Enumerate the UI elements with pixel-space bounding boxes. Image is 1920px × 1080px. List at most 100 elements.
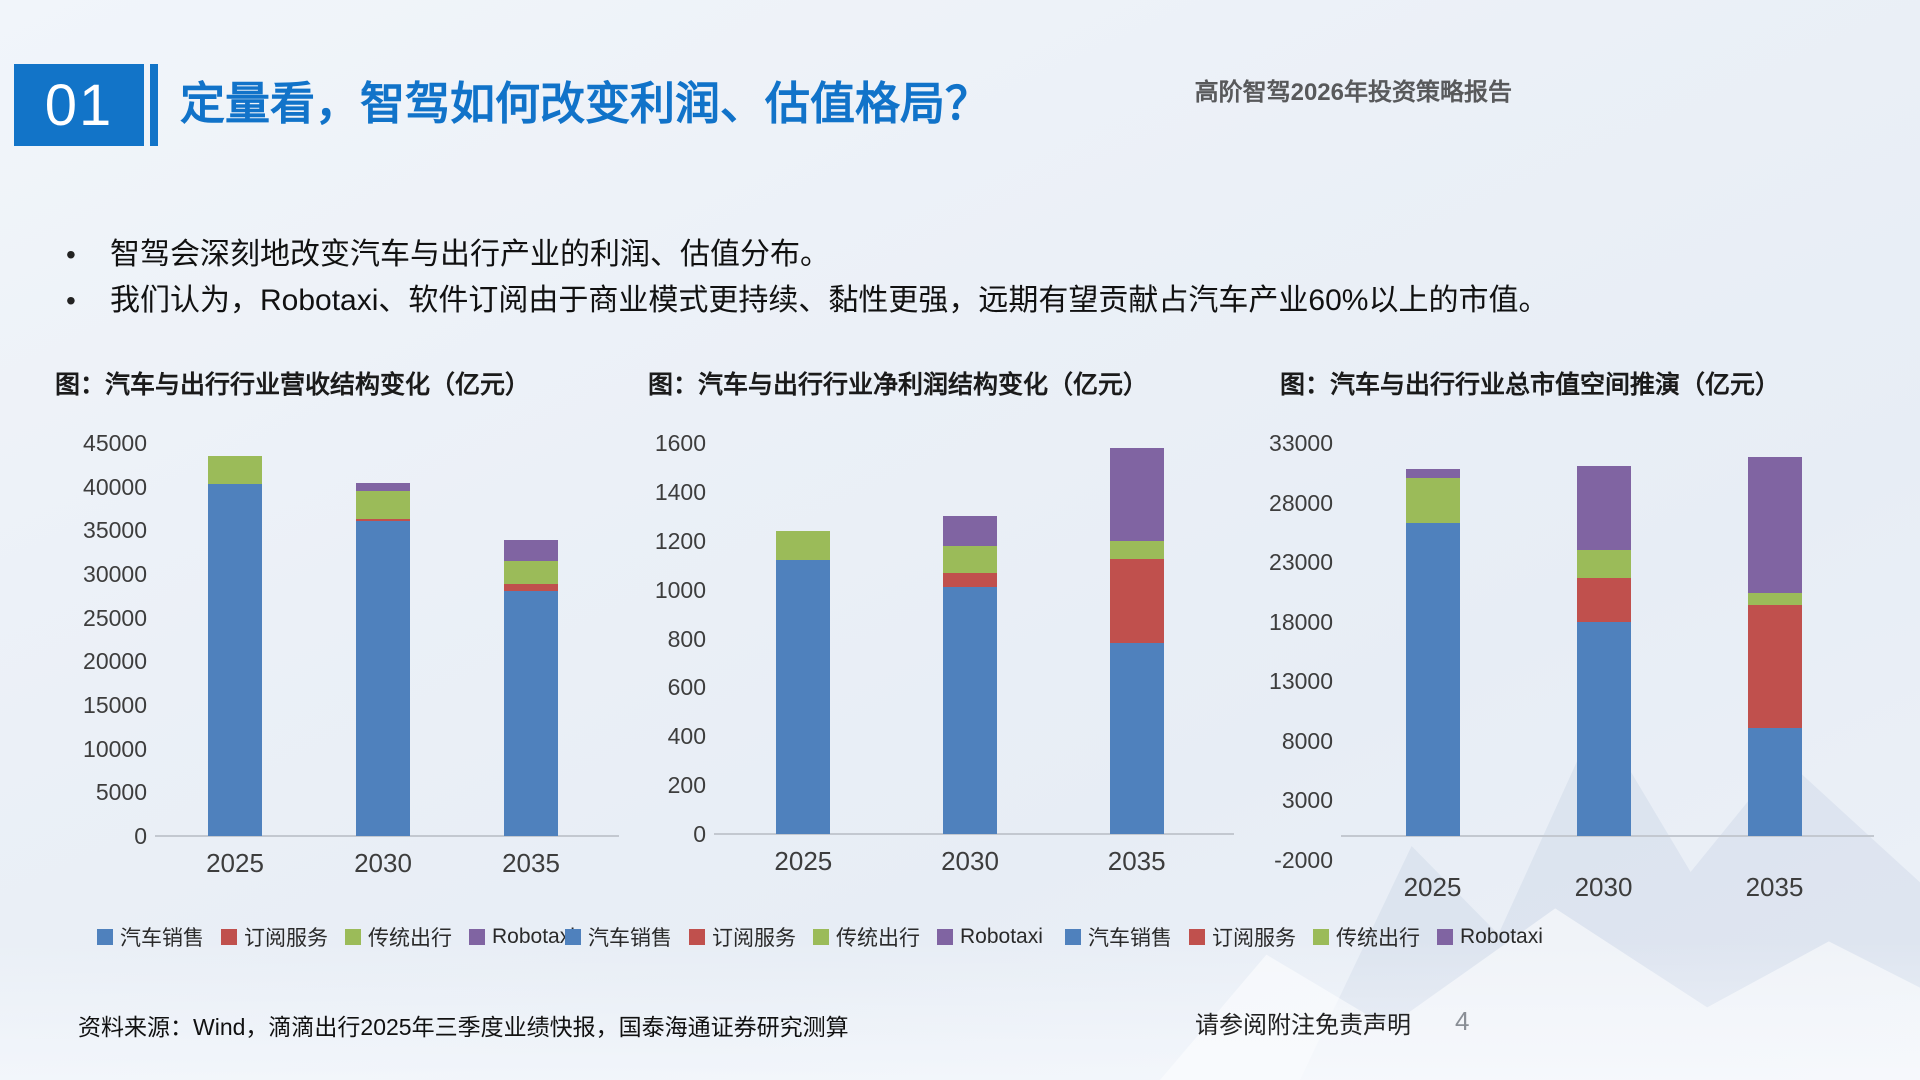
chart-revenue-structure: 图：汽车与出行行业营收结构变化（亿元） 0 5000 10000 15000 20000… — [55, 365, 619, 995]
segment-subscription-services — [356, 519, 410, 521]
segment-car-sales — [943, 587, 997, 834]
legend-item-car-sales: 汽车销售 — [565, 922, 672, 952]
bar-slot — [161, 443, 309, 836]
legend-item-subscription-services: 订阅服务 — [221, 922, 328, 952]
y-tick-label: 15000 — [83, 692, 147, 718]
bar-2025 — [1405, 469, 1460, 837]
segment-robotaxi — [504, 539, 558, 561]
segment-traditional-mobility — [1405, 477, 1460, 523]
source-note: 资料来源：Wind，滴滴出行2025年三季度业绩快报，国泰海通证券研究测算 — [78, 1014, 849, 1040]
legend-item-robotaxi: Robotaxi — [469, 925, 575, 949]
segment-robotaxi — [1747, 457, 1802, 594]
y-tick-label: 8000 — [1281, 727, 1333, 754]
y-tick-label: 20000 — [83, 648, 147, 675]
bar-2025 — [208, 456, 262, 836]
bar-2030 — [356, 483, 410, 836]
y-tick-label: 0 — [693, 821, 706, 847]
legend-swatch-robotaxi — [469, 929, 485, 945]
x-axis-labels: 2025 2030 2035 — [1347, 872, 1860, 903]
segment-car-sales — [776, 560, 831, 834]
y-tick-label: 23000 — [1269, 549, 1333, 576]
y-tick-label: 45000 — [83, 430, 147, 456]
segment-subscription-services — [1747, 605, 1802, 728]
legend-swatch-car-sales — [565, 929, 581, 945]
x-tick-label: 2030 — [1574, 872, 1633, 902]
segment-traditional-mobility — [943, 545, 997, 573]
chart-title: 图：汽车与出行行业总市值空间推演（亿元） — [1280, 371, 1781, 399]
x-axis-labels: 2025 2030 2035 — [720, 846, 1220, 877]
y-tick-label: 10000 — [83, 735, 147, 762]
bar-slot — [1053, 443, 1220, 834]
segment-robotaxi — [356, 483, 410, 492]
legend-swatch-traditional-mobility — [1313, 929, 1329, 945]
segment-traditional-mobility — [1576, 550, 1631, 578]
chart-market-cap-projection: 图：汽车与出行行业总市值空间推演（亿元） -2000 3000 8000 13000 1… — [1065, 365, 1874, 995]
title-accent-bar — [150, 64, 158, 146]
chart-plot-wrapper: -2000 3000 8000 13000 18000 23000 28000 33000 20… — [1255, 430, 1874, 910]
y-tick-label: 1600 — [654, 430, 706, 456]
x-tick-label: 2035 — [502, 848, 560, 878]
y-axis: 0 5000 10000 15000 20000 25000 30000 35000 40000… — [55, 430, 147, 849]
segment-traditional-mobility — [504, 560, 558, 585]
segment-car-sales — [208, 484, 262, 836]
legend-item-car-sales: 汽车销售 — [97, 922, 204, 952]
legend-label: 订阅服务 — [1212, 927, 1296, 950]
chart-legend: 汽车销售 订阅服务 传统出行 Robotaxi — [97, 922, 575, 952]
y-tick-label: 400 — [667, 723, 706, 750]
y-tick-label: 30000 — [83, 561, 147, 587]
legend-swatch-robotaxi — [1437, 929, 1453, 945]
plot-area — [714, 443, 1234, 835]
bar-2030 — [943, 516, 997, 834]
legend-label: 传统出行 — [368, 927, 452, 950]
y-tick-label: 18000 — [1269, 608, 1333, 635]
y-tick-label: -2000 — [1274, 847, 1333, 873]
segment-traditional-mobility — [356, 491, 410, 519]
y-tick-label: 5000 — [95, 779, 147, 806]
y-tick-label: 1000 — [654, 576, 706, 603]
segment-subscription-services — [504, 584, 558, 592]
page-number: 4 — [1455, 1006, 1470, 1036]
plot-area — [155, 443, 619, 837]
legend-label: 订阅服务 — [712, 927, 796, 950]
legend-item-traditional-mobility: 传统出行 — [345, 922, 452, 952]
y-tick-label: 200 — [667, 772, 706, 799]
legend-label: Robotaxi — [960, 925, 1043, 948]
bar-slot — [309, 443, 457, 836]
legend-swatch-subscription-services — [689, 929, 705, 945]
legend-item-subscription-services: 订阅服务 — [1189, 922, 1296, 952]
y-tick-label: 3000 — [1281, 787, 1333, 814]
legend-swatch-traditional-mobility — [813, 929, 829, 945]
x-tick-label: 2035 — [1745, 872, 1804, 902]
segment-traditional-mobility — [1109, 540, 1164, 560]
y-tick-label: 1200 — [654, 527, 706, 554]
legend-label: 汽车销售 — [588, 927, 672, 950]
segment-robotaxi — [1405, 469, 1460, 478]
legend-item-subscription-services: 订阅服务 — [689, 922, 796, 952]
legend-label: 传统出行 — [836, 927, 920, 950]
y-axis: -2000 3000 8000 13000 18000 23000 28000 33000 — [1255, 430, 1333, 873]
legend-swatch-subscription-services — [221, 929, 237, 945]
chart-legend: 汽车销售 订阅服务 传统出行 Robotaxi — [1065, 922, 1543, 952]
segment-subscription-services — [1576, 577, 1631, 622]
bar-2035 — [504, 539, 558, 836]
y-tick-label: 40000 — [83, 473, 147, 500]
y-tick-label: 600 — [667, 674, 706, 701]
bullet-item-1: 智驾会深刻地改变汽车与出行产业的利润、估值分布。 — [58, 232, 1878, 278]
y-tick-label: 28000 — [1269, 489, 1333, 516]
bar-slot — [887, 443, 1054, 834]
bar-2035 — [1747, 457, 1802, 837]
bar-2030 — [1576, 465, 1631, 837]
segment-car-sales — [1109, 643, 1164, 834]
segment-car-sales — [504, 591, 558, 836]
legend-swatch-robotaxi — [937, 929, 953, 945]
segment-robotaxi — [1576, 465, 1631, 551]
legend-item-traditional-mobility: 传统出行 — [1313, 922, 1420, 952]
x-tick-label: 2035 — [1107, 846, 1166, 876]
x-tick-label: 2025 — [206, 848, 264, 878]
legend-label: 汽车销售 — [1088, 927, 1172, 950]
segment-robotaxi — [1109, 447, 1164, 541]
segment-car-sales — [1405, 522, 1460, 837]
legend-swatch-car-sales — [1065, 929, 1081, 945]
segment-car-sales — [1576, 621, 1631, 837]
